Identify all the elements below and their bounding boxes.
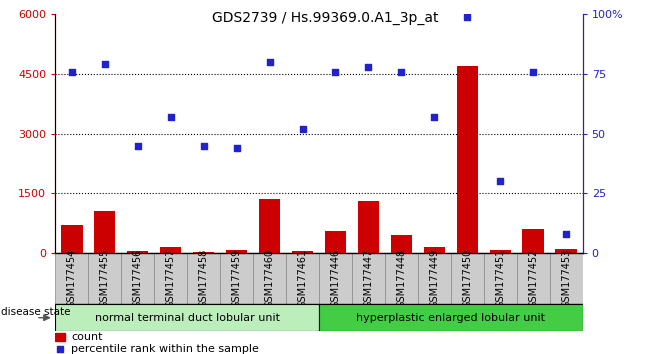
FancyBboxPatch shape — [517, 253, 549, 304]
Point — [264, 59, 275, 65]
Point — [298, 126, 308, 132]
Bar — [325, 231, 346, 253]
Text: GSM177450: GSM177450 — [462, 249, 472, 308]
Bar — [490, 250, 511, 253]
Text: GSM177457: GSM177457 — [166, 249, 176, 308]
Point — [133, 143, 143, 148]
Text: normal terminal duct lobular unit: normal terminal duct lobular unit — [94, 313, 280, 323]
Point — [396, 69, 407, 74]
Point — [561, 231, 572, 237]
Text: GSM177456: GSM177456 — [133, 249, 143, 308]
Text: GSM177448: GSM177448 — [396, 249, 406, 308]
Text: GSM177459: GSM177459 — [232, 249, 242, 308]
Text: GSM177454: GSM177454 — [67, 249, 77, 308]
Point — [495, 178, 505, 184]
Text: percentile rank within the sample: percentile rank within the sample — [71, 344, 259, 354]
Bar — [193, 252, 214, 253]
Point — [528, 69, 538, 74]
Text: disease state: disease state — [1, 307, 70, 317]
FancyBboxPatch shape — [385, 253, 418, 304]
Point — [462, 14, 473, 19]
Point — [55, 346, 65, 352]
Bar — [94, 211, 115, 253]
FancyBboxPatch shape — [352, 253, 385, 304]
FancyBboxPatch shape — [286, 253, 319, 304]
Point — [429, 114, 439, 120]
FancyBboxPatch shape — [187, 253, 220, 304]
Bar — [357, 201, 379, 253]
FancyBboxPatch shape — [121, 253, 154, 304]
Bar — [555, 249, 577, 253]
Bar — [55, 333, 65, 341]
Point — [165, 114, 176, 120]
Bar — [456, 66, 478, 253]
Text: GSM177452: GSM177452 — [528, 249, 538, 308]
Text: GSM177458: GSM177458 — [199, 249, 208, 308]
Text: GSM177451: GSM177451 — [495, 249, 505, 308]
Bar — [391, 235, 412, 253]
Bar — [160, 247, 182, 253]
Text: GDS2739 / Hs.99369.0.A1_3p_at: GDS2739 / Hs.99369.0.A1_3p_at — [212, 11, 439, 25]
Text: GSM177449: GSM177449 — [430, 249, 439, 308]
Bar — [523, 229, 544, 253]
Text: GSM177461: GSM177461 — [298, 249, 307, 308]
FancyBboxPatch shape — [549, 253, 583, 304]
FancyBboxPatch shape — [418, 253, 450, 304]
Point — [100, 62, 110, 67]
FancyBboxPatch shape — [154, 253, 187, 304]
FancyBboxPatch shape — [220, 253, 253, 304]
FancyBboxPatch shape — [319, 304, 583, 331]
Bar — [292, 251, 313, 253]
Point — [199, 143, 209, 148]
Text: GSM177447: GSM177447 — [363, 249, 374, 308]
Bar — [226, 250, 247, 253]
Text: count: count — [71, 332, 102, 342]
FancyBboxPatch shape — [55, 304, 319, 331]
Bar — [424, 247, 445, 253]
Bar — [127, 251, 148, 253]
Point — [330, 69, 340, 74]
Point — [363, 64, 374, 70]
FancyBboxPatch shape — [450, 253, 484, 304]
Text: GSM177446: GSM177446 — [331, 249, 340, 308]
Point — [231, 145, 242, 151]
Text: GSM177460: GSM177460 — [264, 249, 275, 308]
Bar — [61, 225, 83, 253]
Text: GSM177455: GSM177455 — [100, 249, 110, 308]
Point — [66, 69, 77, 74]
Text: hyperplastic enlarged lobular unit: hyperplastic enlarged lobular unit — [356, 313, 546, 323]
FancyBboxPatch shape — [319, 253, 352, 304]
Bar — [259, 199, 281, 253]
FancyBboxPatch shape — [484, 253, 517, 304]
Text: GSM177453: GSM177453 — [561, 249, 571, 308]
FancyBboxPatch shape — [55, 253, 89, 304]
FancyBboxPatch shape — [253, 253, 286, 304]
FancyBboxPatch shape — [89, 253, 121, 304]
